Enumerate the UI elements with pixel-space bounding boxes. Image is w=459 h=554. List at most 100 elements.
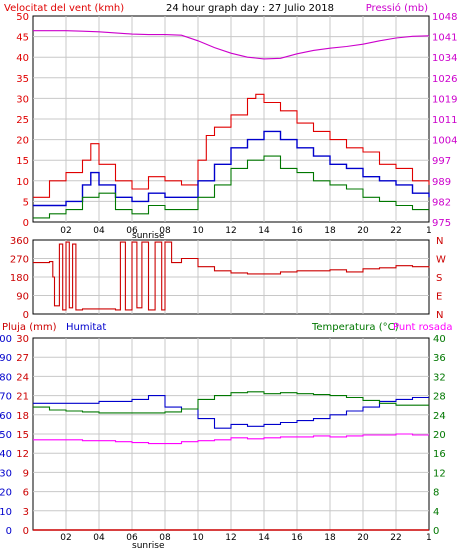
rain-y-tick: 24 — [16, 372, 29, 383]
pressure-title: Pressió (mb) — [366, 2, 428, 14]
compass-label: N — [436, 310, 443, 321]
bottom-x-end-tick: 1 — [426, 533, 432, 543]
temperature-y-tick: 4 — [433, 507, 439, 518]
top-x-tick: 08 — [159, 226, 171, 236]
series-layer — [33, 30, 430, 531]
top-x-tick: 06 — [126, 226, 138, 236]
sunrise-label-bottom: sunrise — [132, 541, 165, 551]
direction-y-tick: 90 — [16, 292, 29, 303]
bottom-x-tick: 12 — [225, 533, 236, 543]
humidity-y-tick: 100 — [0, 334, 12, 345]
rain-y-tick: 9 — [23, 468, 29, 479]
temperature-y-tick: 36 — [433, 353, 446, 364]
rain-y-tick: 6 — [23, 488, 29, 499]
direction-y-tick: 0 — [23, 310, 29, 321]
bottom-x-tick: 14 — [258, 533, 270, 543]
top-x-tick: 02 — [60, 226, 71, 236]
pressure-y-tick: 975 — [432, 218, 451, 229]
humidity-y-tick: 0 — [6, 526, 12, 537]
top-x-tick: 10 — [192, 226, 204, 236]
rain-y-tick: 30 — [16, 334, 29, 345]
rain-label: Pluja (mm) — [2, 322, 57, 333]
bottom-x-tick: 08 — [159, 533, 171, 543]
humidity-y-tick: 30 — [0, 468, 12, 479]
top-x-tick: 16 — [291, 226, 303, 236]
bottom-x-tick: 18 — [324, 533, 336, 543]
wind-y-tick: 20 — [16, 136, 29, 147]
series-humidity — [33, 395, 429, 429]
compass-label: S — [436, 273, 442, 284]
temperature-y-tick: 24 — [433, 411, 446, 422]
pressure-y-tick: 1004 — [432, 136, 457, 147]
top-x-tick: 20 — [357, 226, 369, 236]
series-temperature — [33, 391, 429, 414]
humidity-y-tick: 20 — [0, 488, 12, 499]
temperature-label: Temperatura (°C) — [311, 322, 399, 333]
pressure-y-tick: 1048 — [432, 12, 457, 23]
wind-title: Velocitat del vent (kmh) — [4, 3, 124, 14]
top-x-tick: 14 — [258, 226, 270, 236]
wind-y-tick: 45 — [16, 33, 29, 44]
rain-y-tick: 12 — [16, 449, 29, 460]
dewpoint-label: Punt rosada — [393, 322, 452, 333]
humidity-y-tick: 50 — [0, 430, 12, 441]
series-gust — [33, 93, 430, 198]
humidity-y-tick: 90 — [0, 353, 12, 364]
pressure-y-tick: 1034 — [432, 53, 457, 64]
temperature-y-tick: 40 — [433, 334, 446, 345]
series-green — [33, 155, 429, 219]
sunrise-label-top: sunrise — [132, 231, 165, 241]
compass-label: E — [436, 292, 442, 303]
rain-y-tick: 21 — [16, 392, 29, 403]
top-x-tick: 22 — [390, 226, 401, 236]
series-pressure — [33, 30, 430, 60]
temperature-y-tick: 8 — [433, 488, 439, 499]
pressure-y-tick: 997 — [432, 156, 451, 167]
humidity-y-tick: 70 — [0, 392, 12, 403]
humidity-label: Humitat — [66, 322, 106, 333]
wind-y-tick: 0 — [23, 218, 29, 229]
wind-y-tick: 25 — [16, 115, 29, 126]
humidity-y-tick: 60 — [0, 411, 12, 422]
top-x-tick: 04 — [93, 226, 105, 236]
wind-y-tick: 50 — [16, 12, 29, 23]
bottom-x-tick: 10 — [192, 533, 204, 543]
wind-y-tick: 40 — [16, 53, 29, 64]
series-average — [33, 130, 430, 207]
compass-label: W — [436, 255, 446, 266]
pressure-y-tick: 989 — [432, 177, 451, 188]
bottom-x-tick: 06 — [126, 533, 138, 543]
pressure-y-tick: 982 — [432, 197, 451, 208]
humidity-y-tick: 80 — [0, 372, 12, 383]
bottom-x-tick: 22 — [390, 533, 401, 543]
temperature-y-tick: 20 — [433, 430, 446, 441]
bottom-x-tick: 04 — [93, 533, 105, 543]
humidity-y-tick: 10 — [0, 507, 12, 518]
rain-y-tick: 3 — [23, 507, 29, 518]
rain-y-tick: 15 — [16, 430, 29, 441]
wind-y-tick: 30 — [16, 94, 29, 105]
ticks-layer: 0510152025303540455097598298999710041011… — [0, 12, 457, 543]
date-title: 24 hour graph day : 27 Julio 2018 — [166, 3, 334, 14]
temperature-y-tick: 32 — [433, 372, 446, 383]
direction-y-tick: 270 — [10, 255, 29, 266]
wind-y-tick: 35 — [16, 74, 29, 85]
rain-y-tick: 0 — [23, 526, 29, 537]
temperature-y-tick: 16 — [433, 449, 446, 460]
compass-label: N — [436, 236, 443, 247]
series-direction — [33, 241, 430, 311]
humidity-y-tick: 40 — [0, 449, 12, 460]
series-dewpoint — [33, 433, 429, 445]
top-x-end-tick: 1 — [426, 226, 432, 236]
temperature-y-tick: 28 — [433, 392, 446, 403]
pressure-y-tick: 1026 — [432, 74, 457, 85]
bottom-x-tick: 16 — [291, 533, 303, 543]
wind-y-tick: 15 — [16, 156, 29, 167]
bottom-x-tick: 02 — [60, 533, 71, 543]
pressure-y-tick: 1019 — [432, 94, 457, 105]
direction-y-tick: 360 — [10, 236, 29, 247]
direction-y-tick: 180 — [10, 273, 29, 284]
rain-y-tick: 18 — [16, 411, 29, 422]
